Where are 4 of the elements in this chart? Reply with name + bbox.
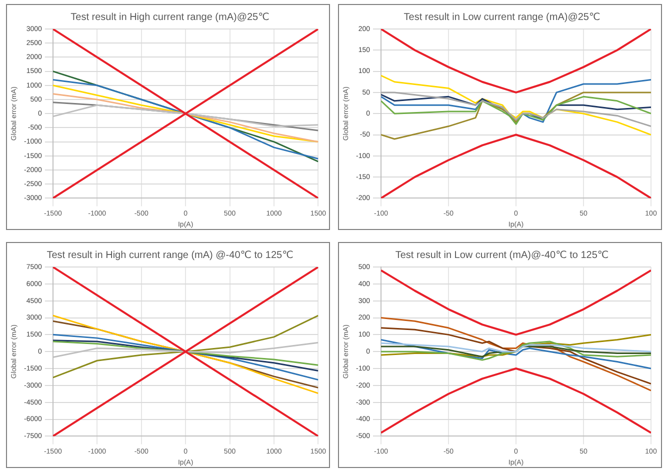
chart-title: Test result in Low current range (mA)@25℃ (404, 12, 600, 23)
chart-title: Test result in High current range (mA)@25℃ (70, 12, 270, 23)
chart-title: Test result in High current range (mA) @-40℃ to 125℃ (46, 250, 294, 261)
chart-title: Test result in Low current (mA)@-40℃ to 125℃ (395, 250, 609, 261)
